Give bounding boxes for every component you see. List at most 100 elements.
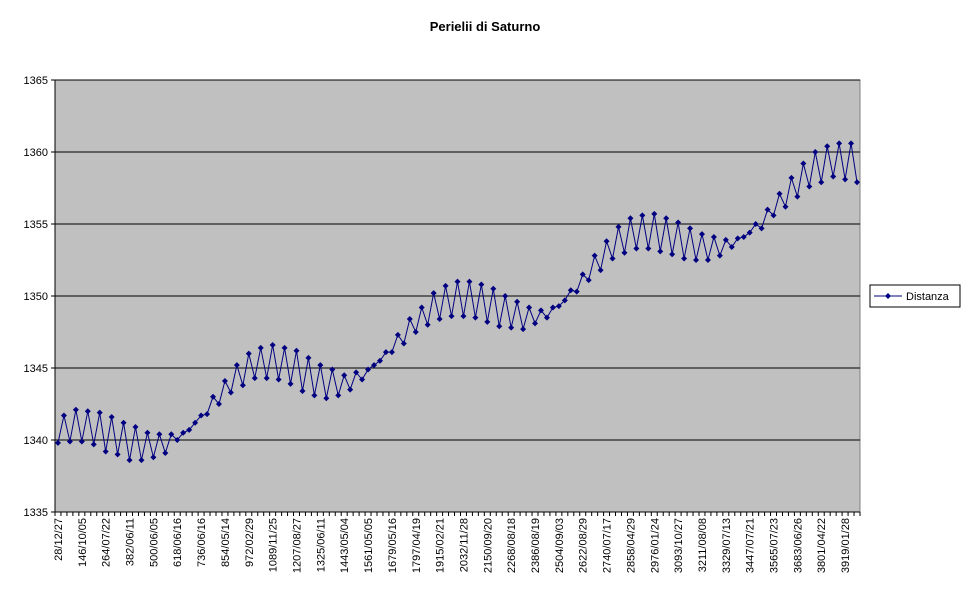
x-tick-label: 1089/11/25 <box>268 518 280 572</box>
marker <box>657 248 664 255</box>
marker <box>836 140 843 147</box>
y-tick-label: 1340 <box>24 435 48 447</box>
marker <box>746 229 753 236</box>
legend-label: Distanza <box>906 291 950 303</box>
y-tick-label: 1365 <box>24 75 48 87</box>
marker <box>526 304 533 311</box>
y-tick-label: 1355 <box>24 219 48 231</box>
marker <box>365 366 372 373</box>
marker <box>412 329 419 335</box>
marker <box>305 354 312 361</box>
marker <box>591 252 598 259</box>
marker <box>627 215 634 222</box>
y-tick-label: 1350 <box>24 291 48 303</box>
marker <box>269 341 276 348</box>
marker <box>66 438 73 445</box>
marker <box>794 193 801 200</box>
marker <box>764 206 771 213</box>
x-tick-label: 2032/11/28 <box>458 518 470 572</box>
marker <box>192 419 199 426</box>
x-tick-label: 264/07/22 <box>101 518 113 567</box>
marker <box>311 392 318 399</box>
y-tick-label: 1360 <box>24 147 48 159</box>
marker <box>210 393 217 400</box>
marker <box>532 320 539 327</box>
marker <box>663 215 670 222</box>
x-tick-label: 3919/01/28 <box>840 518 852 573</box>
marker <box>812 149 819 155</box>
marker <box>496 323 503 330</box>
marker <box>138 457 145 464</box>
marker <box>132 424 139 431</box>
marker <box>669 251 676 258</box>
marker <box>520 326 527 333</box>
marker <box>114 451 121 458</box>
x-tick-label: 500/06/05 <box>148 518 160 567</box>
y-tick-label: 1335 <box>24 507 48 519</box>
marker <box>263 375 270 382</box>
marker <box>448 313 455 320</box>
marker <box>424 321 431 328</box>
marker <box>198 412 205 419</box>
marker <box>818 179 825 186</box>
marker <box>466 278 473 285</box>
marker <box>502 293 509 299</box>
marker <box>693 257 700 263</box>
x-tick-label: 3565/07/23 <box>769 518 781 573</box>
x-tick-label: 2504/09/03 <box>554 518 566 573</box>
y-tick-label: 1345 <box>24 363 48 375</box>
x-tick-label: 972/02/29 <box>244 518 256 567</box>
marker <box>174 437 181 443</box>
x-tick-label: 382/06/11 <box>125 518 137 566</box>
x-tick-label: 3447/07/21 <box>745 518 757 573</box>
marker <box>329 366 336 373</box>
marker <box>585 277 592 284</box>
marker <box>442 282 449 289</box>
marker <box>144 429 151 436</box>
x-tick-label: 2858/04/29 <box>625 518 637 573</box>
marker <box>561 297 568 304</box>
marker <box>454 278 461 285</box>
marker <box>848 140 855 147</box>
marker <box>722 236 729 243</box>
marker <box>335 392 342 399</box>
marker <box>108 413 115 420</box>
x-tick-label: 2150/09/20 <box>482 518 494 573</box>
x-tick-label: 2740/07/17 <box>602 518 614 573</box>
marker <box>615 223 622 230</box>
marker <box>341 372 348 379</box>
marker <box>239 382 246 389</box>
marker <box>120 419 127 426</box>
marker <box>359 376 366 383</box>
marker <box>752 221 759 227</box>
marker <box>84 408 91 415</box>
x-tick-label: 1561/05/05 <box>363 518 375 573</box>
x-tick-label: 3801/04/22 <box>816 518 828 573</box>
marker <box>323 395 330 402</box>
marker <box>78 438 85 445</box>
marker <box>555 303 562 310</box>
marker <box>609 255 616 262</box>
x-tick-label: 3683/06/26 <box>792 518 804 573</box>
marker <box>549 304 556 311</box>
marker <box>740 233 747 240</box>
x-tick-label: 146/10/05 <box>77 518 89 567</box>
marker <box>436 316 443 323</box>
marker <box>233 362 240 369</box>
marker <box>490 285 497 292</box>
marker <box>102 448 109 455</box>
marker <box>645 245 652 252</box>
marker <box>162 449 169 456</box>
marker <box>90 441 97 448</box>
marker <box>478 281 485 288</box>
marker <box>371 362 378 369</box>
marker <box>633 245 640 252</box>
marker <box>621 249 628 256</box>
marker <box>221 377 228 384</box>
marker <box>573 288 580 295</box>
x-tick-label: 2622/08/29 <box>578 518 590 573</box>
marker <box>710 233 717 240</box>
marker <box>275 376 282 383</box>
x-tick-label: 1443/05/04 <box>339 518 351 573</box>
marker <box>281 344 288 351</box>
